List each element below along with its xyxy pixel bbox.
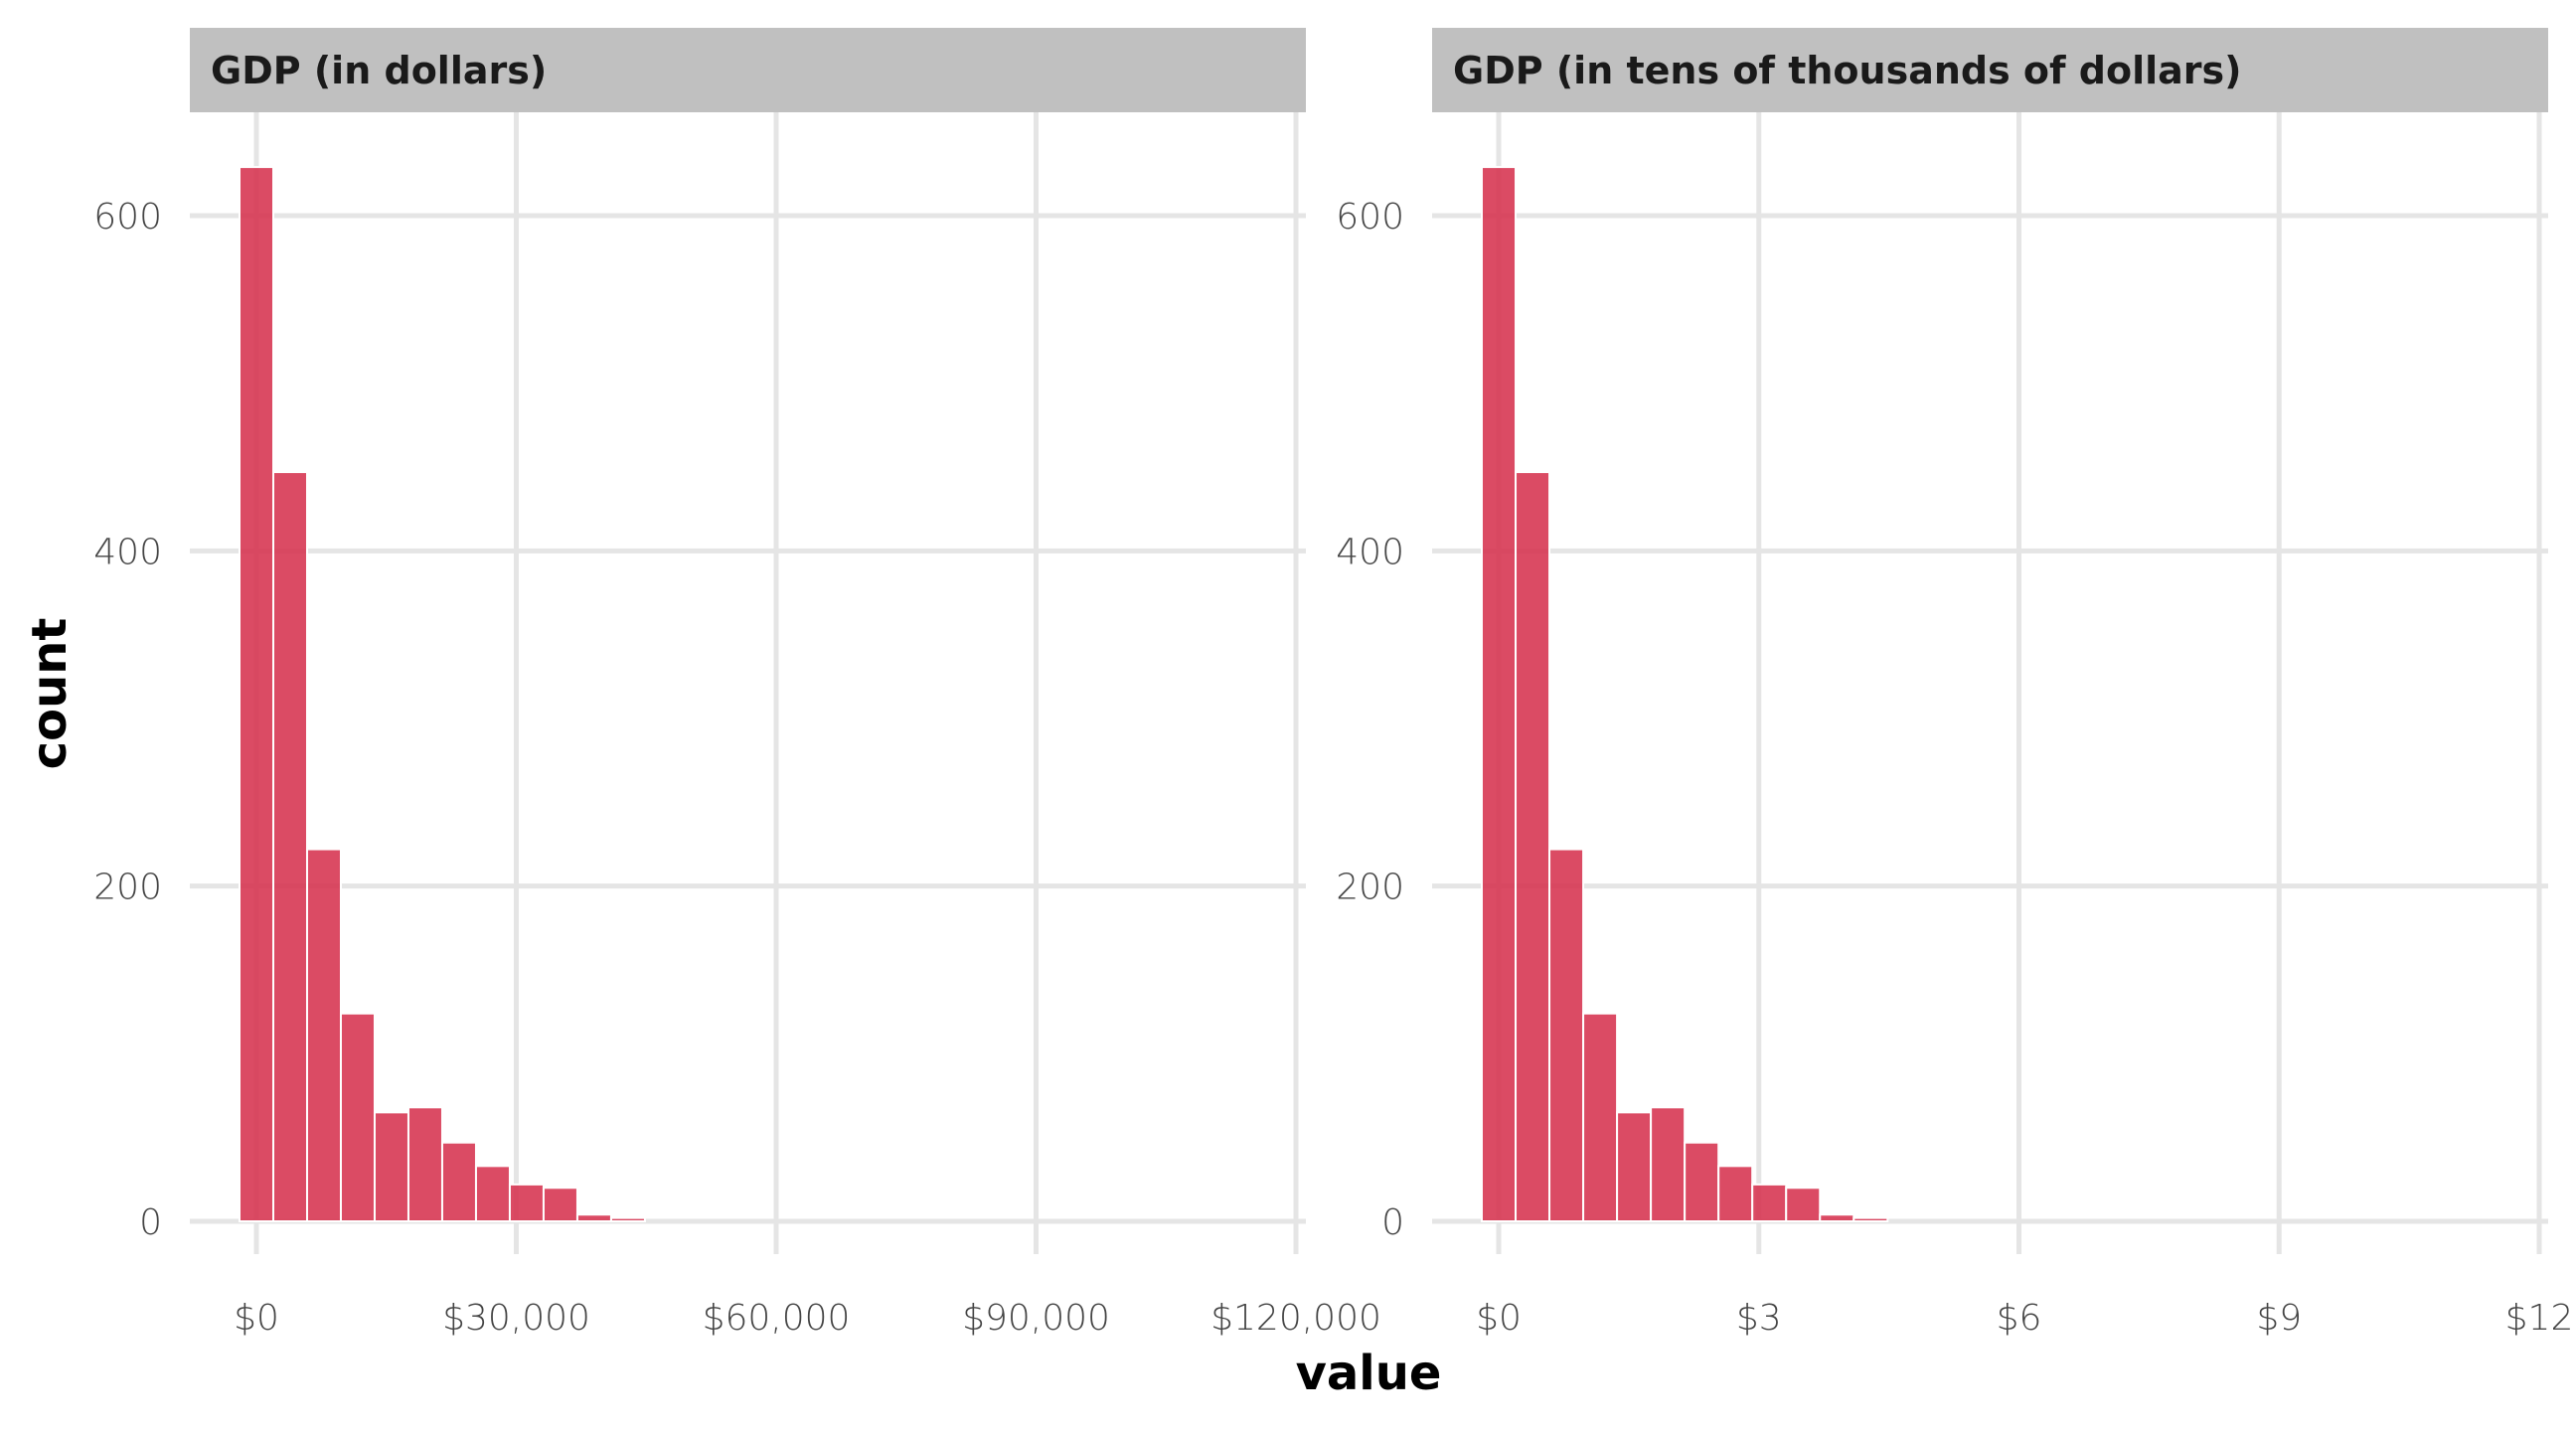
x-tick-label: $3: [1736, 1298, 1782, 1339]
x-tick-labels: $0 $3 $6 $9 $12: [1476, 1298, 2573, 1339]
x-tick-label: $60,000: [703, 1298, 851, 1339]
histogram-bar: [339, 1012, 376, 1222]
y-tick-label: 600: [93, 197, 162, 238]
x-tick-label: $12: [2505, 1298, 2574, 1339]
histogram-bar: [1684, 1141, 1720, 1223]
histogram-bar: [305, 848, 342, 1222]
histogram-bar: [508, 1183, 545, 1222]
histogram-bar: [474, 1165, 511, 1222]
histogram-bar: [406, 1106, 443, 1222]
bars: [1480, 166, 1889, 1223]
histogram-bar: [1548, 848, 1585, 1222]
x-tick-label: $120,000: [1210, 1298, 1381, 1339]
x-tick-label: $9: [2256, 1298, 2302, 1339]
histogram-bar: [609, 1216, 646, 1223]
histogram-bar: [575, 1213, 612, 1222]
histogram-bar: [1650, 1106, 1687, 1222]
x-tick-labels: $0 $30,000 $60,000 $90,000 $120,000: [234, 1298, 1381, 1339]
histogram-bar: [1616, 1111, 1653, 1223]
panel-strip: [190, 28, 1306, 112]
panel-title: GDP (in dollars): [211, 49, 547, 92]
y-tick-label: 400: [93, 532, 162, 572]
x-tick-label: $30,000: [442, 1298, 590, 1339]
y-axis-title: count: [22, 618, 78, 770]
histogram-bar: [271, 471, 308, 1222]
gridlines: [1432, 112, 2548, 1254]
histogram-bar: [1785, 1187, 1822, 1223]
x-tick-label: $0: [234, 1298, 279, 1339]
y-tick-label: 400: [1336, 532, 1404, 572]
histogram-bar: [373, 1111, 409, 1223]
histogram-bar: [1852, 1216, 1889, 1223]
histogram-bar: [1819, 1213, 1855, 1222]
histogram-bar: [1480, 166, 1518, 1222]
panel-strip: [1432, 28, 2548, 112]
histogram-bar: [239, 166, 274, 1222]
histogram-bar: [1582, 1012, 1619, 1222]
y-tick-label: 0: [139, 1202, 162, 1243]
panel-title: GDP (in tens of thousands of dollars): [1453, 49, 2242, 92]
x-axis-title: value: [1296, 1346, 1442, 1401]
y-tick-labels: 0 200 400 600: [93, 197, 162, 1243]
x-tick-label: $90,000: [962, 1298, 1110, 1339]
panel-gdp-dollars: GDP (in dollars) 0 200 400 600 $0 $30,000 $60…: [93, 28, 1381, 1339]
histogram-bar: [1717, 1165, 1754, 1222]
histogram-bar: [440, 1141, 477, 1223]
y-tick-label: 200: [93, 868, 162, 908]
y-tick-label: 200: [1336, 868, 1404, 908]
histogram-bar: [1751, 1183, 1788, 1222]
y-tick-label: 0: [1381, 1202, 1404, 1243]
panel-gdp-tens-of-thousands: GDP (in tens of thousands of dollars) 0 2…: [1336, 28, 2573, 1339]
y-tick-labels: 0 200 400 600: [1336, 197, 1404, 1243]
histogram-bar: [1515, 471, 1551, 1222]
x-tick-label: $0: [1476, 1298, 1522, 1339]
histogram-bar: [542, 1187, 578, 1223]
y-tick-label: 600: [1336, 197, 1404, 238]
x-tick-label: $6: [1997, 1298, 2042, 1339]
bars: [239, 166, 646, 1223]
